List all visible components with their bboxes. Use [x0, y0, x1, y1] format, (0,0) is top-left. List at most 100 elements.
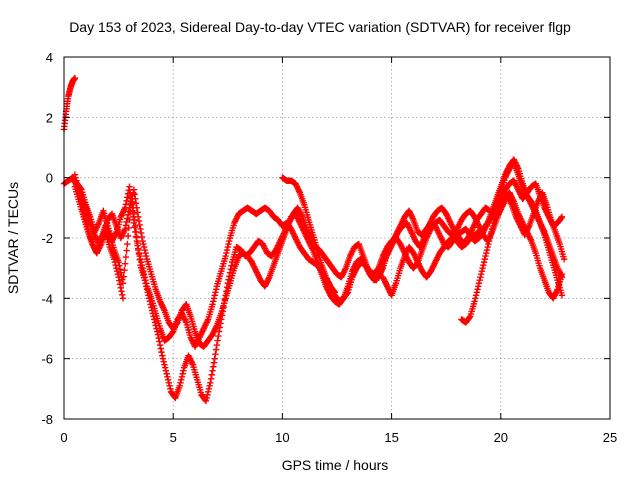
data-point: [132, 200, 140, 207]
data-point: [211, 355, 218, 362]
data-point: [142, 280, 149, 287]
data-point: [155, 334, 162, 342]
data-point: [121, 260, 129, 267]
data-point: [138, 233, 146, 241]
data-point: [480, 258, 488, 266]
x-tick-label: 10: [275, 430, 289, 445]
data-point: [124, 215, 131, 222]
data-point: [114, 271, 122, 278]
data-point: [148, 307, 156, 314]
data-point: [477, 274, 484, 281]
data-point: [123, 197, 130, 204]
data-point: [154, 331, 162, 338]
data-point: [212, 346, 220, 353]
data-point: [111, 258, 119, 266]
data-point: [178, 376, 185, 383]
data-point: [204, 388, 212, 396]
y-tick-label: -6: [41, 352, 53, 367]
data-point: [121, 225, 129, 233]
data-point: [177, 379, 184, 386]
data-point: [475, 280, 483, 287]
data-point: [209, 301, 216, 308]
data-point: [207, 379, 214, 386]
series-trace-h: [379, 177, 566, 299]
data-point: [150, 313, 157, 320]
data-point: [127, 198, 135, 205]
data-point: [331, 289, 339, 296]
data-point: [176, 382, 183, 390]
data-point: [208, 371, 215, 378]
data-point: [130, 210, 138, 218]
data-point: [223, 246, 231, 254]
data-point: [163, 370, 170, 377]
data-point: [490, 219, 497, 227]
data-point: [126, 183, 133, 190]
data-point: [466, 314, 473, 321]
data-point: [122, 253, 130, 261]
data-point: [487, 231, 494, 239]
data-point: [212, 289, 219, 296]
data-point: [210, 363, 217, 370]
data-point: [136, 221, 143, 229]
data-point: [211, 292, 218, 299]
data-point: [471, 298, 478, 305]
data-point: [139, 237, 146, 245]
x-tick-label: 15: [384, 430, 398, 445]
data-point: [156, 338, 163, 345]
data-point: [141, 277, 149, 284]
data-point: [486, 234, 494, 242]
data-point: [476, 277, 483, 284]
x-tick-label: 20: [494, 430, 508, 445]
data-point: [162, 367, 170, 374]
series-trace-g: [71, 183, 127, 302]
x-tick-label: 0: [60, 430, 67, 445]
data-point: [479, 264, 486, 272]
data-point: [475, 283, 482, 290]
data-point: [222, 252, 229, 260]
data-point: [124, 211, 132, 219]
chart-title: Day 153 of 2023, Sidereal Day-to-day VTE…: [69, 19, 571, 35]
data-point: [483, 246, 491, 254]
data-point: [157, 345, 165, 352]
data-point: [126, 204, 133, 212]
data-point: [558, 214, 565, 222]
data-point: [135, 217, 143, 225]
y-tick-label: 4: [46, 50, 53, 65]
x-tick-label: 5: [170, 430, 177, 445]
data-point: [141, 246, 149, 254]
data-point: [160, 358, 167, 365]
data-point: [115, 274, 122, 281]
series-trace-a: [60, 74, 79, 133]
series-trace-f: [458, 159, 566, 326]
data-point: [118, 288, 125, 295]
y-tick-label: -2: [41, 231, 53, 246]
data-point: [472, 292, 480, 299]
data-point: [142, 249, 149, 257]
data-point: [143, 286, 151, 293]
data-point: [134, 209, 141, 216]
data-point: [145, 292, 152, 299]
data-point: [153, 325, 160, 332]
data-point: [482, 252, 489, 260]
data-point: [178, 373, 186, 380]
y-tick-label: 2: [46, 110, 53, 125]
axes: 0 5 10 15 20 25 -8 -6 -4 -2 0 2 4: [41, 50, 617, 445]
data-point: [207, 375, 215, 382]
data-point: [484, 243, 491, 251]
data-point: [560, 255, 568, 263]
data-point: [213, 341, 221, 349]
data-point: [113, 264, 120, 272]
data-point: [226, 237, 233, 245]
data-point: [156, 341, 164, 349]
data-point: [164, 373, 171, 380]
data-point: [483, 249, 490, 257]
data-point: [224, 243, 231, 251]
data-point: [146, 298, 154, 305]
data-point: [135, 245, 142, 252]
y-tick-label: -4: [41, 291, 53, 306]
data-point: [210, 359, 218, 366]
data-point: [117, 284, 124, 291]
data-point: [165, 379, 173, 386]
y-tick-label: -8: [41, 412, 53, 427]
data-point: [135, 213, 142, 221]
